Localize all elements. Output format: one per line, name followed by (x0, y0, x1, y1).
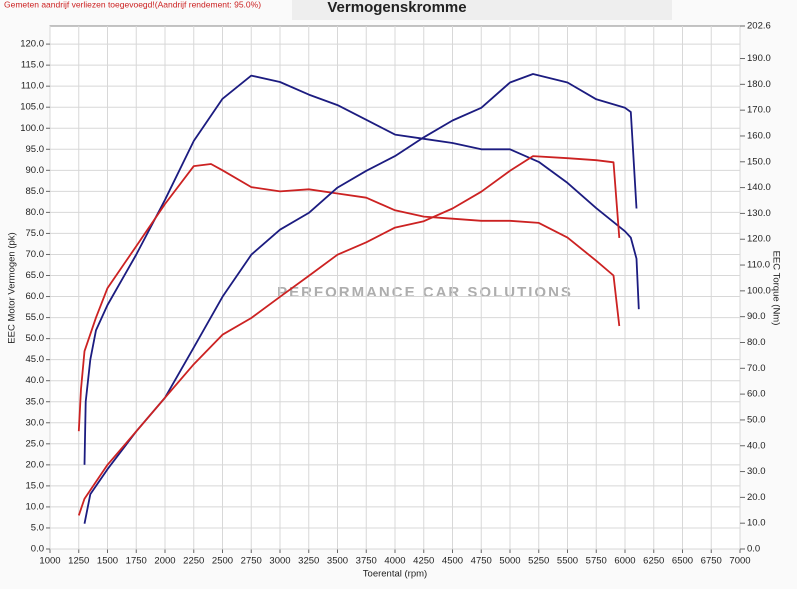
y-tick-label: 100.0 (20, 123, 44, 134)
y-tick-label: 15.0 (26, 480, 45, 491)
y2-tick-label: 80.0 (747, 337, 766, 348)
y2-tick-label: 60.0 (747, 389, 766, 400)
series-line (83, 74, 640, 465)
y2-tick-label: 190.0 (747, 53, 771, 64)
series-line (77, 163, 621, 432)
x-tick-label: 6500 (672, 556, 693, 567)
y-tick-label: 40.0 (26, 375, 45, 386)
x-tick-label: 1500 (97, 556, 118, 567)
y-tick-label: 65.0 (26, 270, 45, 281)
y2-tick-label: 180.0 (747, 79, 771, 90)
y-tick-label: 60.0 (26, 291, 45, 302)
y-tick-label: 5.0 (31, 522, 44, 533)
x-tick-label: 5000 (499, 556, 520, 567)
y-tick-label: 0.0 (31, 544, 44, 555)
x-tick-label: 2250 (183, 556, 204, 567)
y-tick-label: 30.0 (26, 417, 45, 428)
x-tick-label: 1750 (126, 556, 147, 567)
y2-tick-label: 160.0 (747, 130, 771, 141)
y2-tick-label: 140.0 (747, 182, 771, 193)
chart-title: Vermogenskromme (327, 0, 466, 16)
y-tick-label: 80.0 (26, 207, 45, 218)
x-tick-label: 3250 (298, 556, 319, 567)
x-tick-label: 7000 (729, 556, 750, 567)
y2-tick-label: 30.0 (747, 466, 766, 477)
y-tick-label: 25.0 (26, 438, 45, 449)
y-tick-label: 70.0 (26, 249, 45, 260)
y2-tick-label: 100.0 (747, 285, 771, 296)
x-axis-label: Toerental (rpm) (363, 569, 427, 580)
x-tick-label: 4750 (471, 556, 492, 567)
x-tick-label: 2750 (241, 556, 262, 567)
x-tick-label: 5250 (528, 556, 549, 567)
y-tick-label: 105.0 (20, 102, 44, 113)
series-line (77, 155, 621, 516)
x-tick-label: 6250 (643, 556, 664, 567)
x-tick-label: 1000 (39, 556, 60, 567)
y2-tick-label: 202.6 (747, 21, 771, 32)
y2-tick-label: 10.0 (747, 518, 766, 529)
y-tick-label: 115.0 (21, 60, 44, 71)
y-tick-label: 90.0 (26, 165, 45, 176)
x-tick-label: 4000 (384, 556, 405, 567)
x-tick-label: 3500 (327, 556, 348, 567)
x-tick-label: 1250 (68, 556, 89, 567)
y2-tick-label: 70.0 (747, 363, 766, 374)
x-tick-label: 4250 (413, 556, 434, 567)
y2-tick-label: 120.0 (747, 234, 771, 245)
y2-tick-label: 40.0 (747, 440, 766, 451)
x-tick-label: 3000 (269, 556, 290, 567)
y2-tick-label: 90.0 (747, 311, 766, 322)
watermark: PERFORMANCE CAR SOLUTIONS (277, 284, 573, 301)
x-tick-label: 3750 (356, 556, 377, 567)
y-tick-label: 10.0 (26, 501, 45, 512)
x-tick-label: 5500 (557, 556, 578, 567)
y-tick-label: 50.0 (26, 333, 45, 344)
y2-tick-label: 20.0 (747, 492, 766, 503)
y-tick-label: 55.0 (26, 312, 45, 323)
x-tick-label: 4500 (442, 556, 463, 567)
y-tick-label: 85.0 (26, 186, 45, 197)
note: Gemeten aandrijf verliezen toegevoegd!(A… (4, 0, 261, 9)
x-tick-label: 2000 (154, 556, 175, 567)
y-axis-label: EEC Motor Vermogen (pk) (7, 232, 18, 343)
x-tick-label: 2500 (212, 556, 233, 567)
y2-tick-label: 0.0 (747, 544, 760, 555)
y-tick-label: 75.0 (26, 228, 45, 239)
y2-tick-label: 50.0 (747, 414, 766, 425)
y-tick-label: 120.0 (20, 39, 44, 50)
y-tick-label: 95.0 (26, 144, 45, 155)
title-box (292, 0, 672, 20)
y2-tick-label: 130.0 (747, 208, 771, 219)
y-tick-label: 110.0 (21, 81, 44, 92)
y2-tick-label: 170.0 (747, 105, 771, 116)
y-tick-label: 45.0 (26, 354, 45, 365)
x-tick-label: 6750 (701, 556, 722, 567)
y-tick-label: 35.0 (26, 396, 45, 407)
x-tick-label: 5750 (586, 556, 607, 567)
x-tick-label: 6000 (614, 556, 635, 567)
y2-tick-label: 150.0 (747, 156, 771, 167)
y-tick-label: 20.0 (26, 459, 45, 470)
y2-tick-label: 110.0 (747, 260, 770, 271)
y2-axis-label: EEC Torque (Nm) (770, 251, 781, 326)
